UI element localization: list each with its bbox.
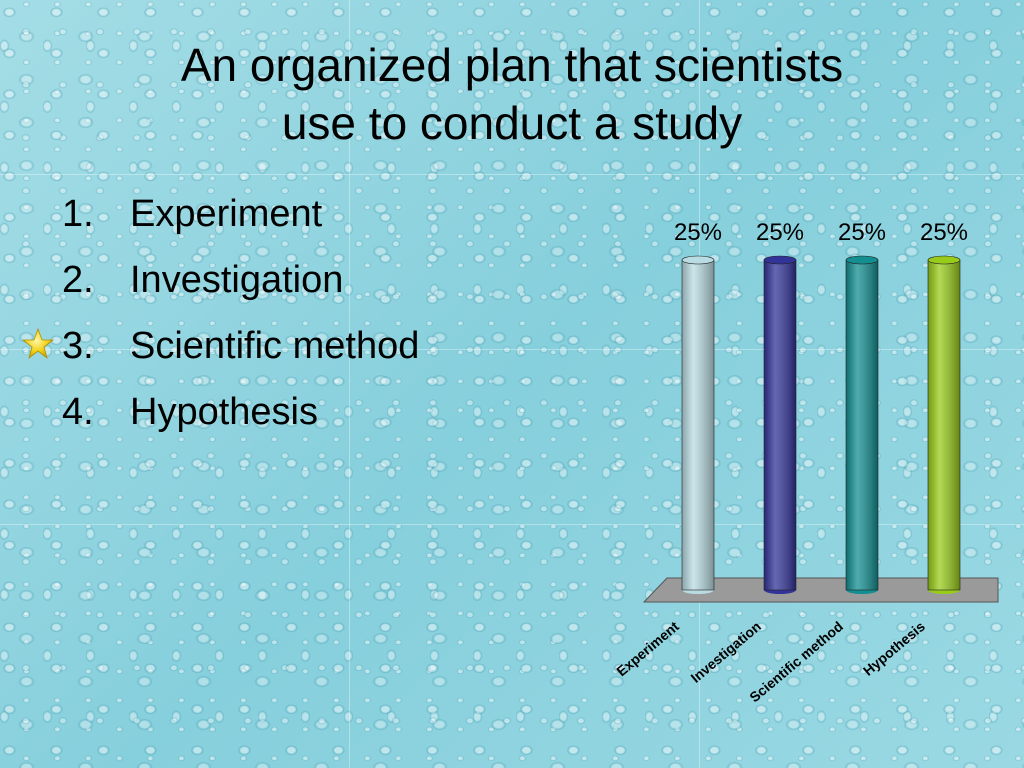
option-label: Experiment: [130, 193, 323, 235]
chart-data-label: 25%: [756, 219, 804, 246]
answer-options-list: 1. Experiment 2. Investigation 3. Scient…: [22, 186, 420, 450]
chart-bar-2: [763, 255, 797, 594]
option-number: 1.: [62, 193, 94, 235]
chart-bar-3: [845, 255, 879, 594]
answer-option-1[interactable]: 1. Experiment: [62, 186, 419, 252]
option-label: Scientific method: [130, 325, 420, 367]
option-number: 4.: [62, 391, 94, 433]
chart-category-label: Experiment: [613, 618, 682, 679]
background-gridline: [0, 524, 1024, 525]
slide-title-line-2: use to conduct a study: [281, 97, 743, 149]
option-label: Investigation: [130, 259, 344, 301]
slide-title: An organized plan that scientists use to…: [40, 36, 984, 152]
chart-data-label: 25%: [920, 219, 968, 246]
chart-category-label: Hypothesis: [860, 618, 928, 679]
answer-option-4[interactable]: 4. Hypothesis: [62, 384, 419, 450]
chart-floor: [642, 577, 999, 603]
chart-bar-1: [681, 255, 715, 594]
option-number: 2.: [62, 259, 94, 301]
chart-data-label: 25%: [838, 219, 886, 246]
chart-category-label: Investigation: [687, 618, 763, 686]
response-bar-chart: 25% 25% 25% 25% Experiment InvestigationScie…: [613, 219, 999, 705]
option-label: Hypothesis: [130, 391, 318, 433]
chart-bar-4: [927, 255, 961, 594]
background-gridline: [0, 349, 1024, 350]
chart-data-labels: 25% 25% 25% 25%: [674, 219, 968, 246]
answer-option-2[interactable]: 2. Investigation: [62, 252, 419, 318]
star-icon: [22, 328, 54, 360]
chart-bars: [681, 255, 961, 594]
slide-title-line-1: An organized plan that scientists: [180, 39, 844, 91]
chart-data-label: 25%: [674, 219, 722, 246]
background-gridline: [0, 174, 1024, 175]
option-number: 3.: [62, 325, 94, 367]
answer-option-3[interactable]: 3. Scientific method: [22, 318, 420, 384]
background-gridline: [349, 0, 350, 768]
